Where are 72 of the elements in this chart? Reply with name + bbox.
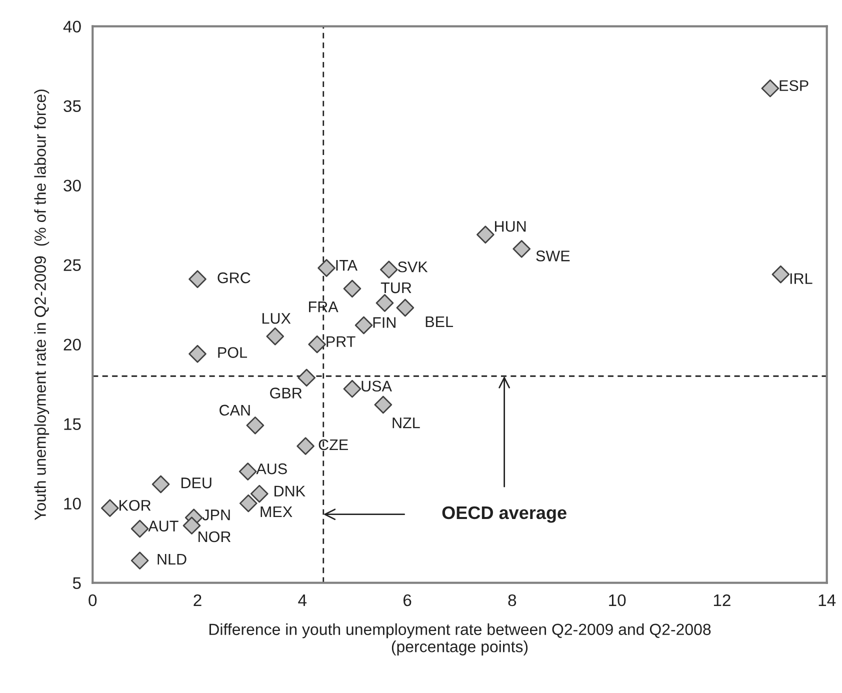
data-label: NLD [158, 554, 186, 565]
point [298, 368, 316, 387]
data-label: ITA [336, 260, 358, 271]
point [130, 520, 149, 538]
data-label: KOR [120, 500, 151, 511]
x-axis-title: Difference in youth unemployment rate between Q2-2009 and Q2-2008 (percentage points) [209, 623, 711, 656]
data-label: SVK [398, 261, 428, 272]
data-label: TUR [380, 282, 412, 294]
data-label: CAN [220, 404, 250, 416]
y-tick-label: 25 [64, 259, 81, 272]
point [374, 396, 392, 414]
point [266, 327, 284, 346]
data-label: AUT [148, 520, 178, 532]
data-label: CZE [318, 439, 348, 450]
point [130, 552, 149, 570]
y-tick-label: 30 [64, 180, 81, 192]
point [761, 79, 780, 98]
data-label: GRC [218, 272, 250, 284]
point [250, 484, 268, 503]
x-tick-label: 4 [298, 594, 307, 606]
point [296, 437, 314, 455]
x-tick-label: 10 [609, 594, 626, 606]
point [772, 265, 790, 284]
x-tick-label: 2 [194, 594, 202, 606]
y-axis-title: Youth unemployment rate in Q2-2009 (% of the labour force) [34, 90, 50, 520]
data-label: JPN [202, 510, 230, 520]
point [239, 494, 258, 512]
data-label: ESP [780, 80, 808, 92]
y-tick-label: 5 [72, 577, 81, 590]
x-tick-label: 6 [404, 594, 412, 606]
data-label: FIN [373, 317, 396, 328]
point [376, 294, 394, 312]
point [318, 259, 336, 277]
data-label: HUN [495, 221, 526, 232]
point [512, 240, 531, 258]
data-label: NOR [198, 531, 231, 542]
data-label: MEX [260, 506, 292, 517]
data-label: LUX [262, 313, 291, 324]
point [188, 344, 206, 363]
data-label: BEL [426, 316, 454, 327]
point [343, 380, 362, 398]
point [188, 270, 206, 288]
data-label: POL [218, 347, 248, 358]
x-tick-label: 12 [714, 594, 730, 606]
y-tick-label: 20 [64, 338, 81, 351]
point [396, 298, 414, 317]
point [343, 280, 362, 298]
y-tick-label: 10 [64, 498, 81, 510]
x-tick-label: 0 [88, 594, 97, 606]
x-tick-label: 8 [508, 594, 516, 606]
data-label: SWE [536, 250, 570, 262]
y-tick-label: 15 [64, 418, 81, 430]
point [152, 475, 170, 494]
annotation: OECD average [442, 506, 566, 523]
point [101, 499, 119, 517]
point [380, 260, 398, 279]
data-label: DEU [181, 478, 212, 488]
y-tick-label: 35 [64, 100, 81, 112]
point [238, 462, 257, 480]
data-label: IRL [790, 273, 812, 284]
point [354, 316, 373, 334]
data-label: USA [362, 380, 392, 392]
point [476, 226, 494, 244]
point [246, 416, 264, 434]
data-label: DNK [274, 486, 306, 496]
data-label: AUS [256, 463, 287, 474]
data-label: PRT [326, 336, 356, 347]
point [308, 335, 326, 354]
x-tick-label: 14 [818, 594, 836, 606]
data-label: NZL [392, 418, 420, 428]
data-label: GBR [270, 388, 302, 398]
y-tick-label: 40 [63, 20, 81, 33]
